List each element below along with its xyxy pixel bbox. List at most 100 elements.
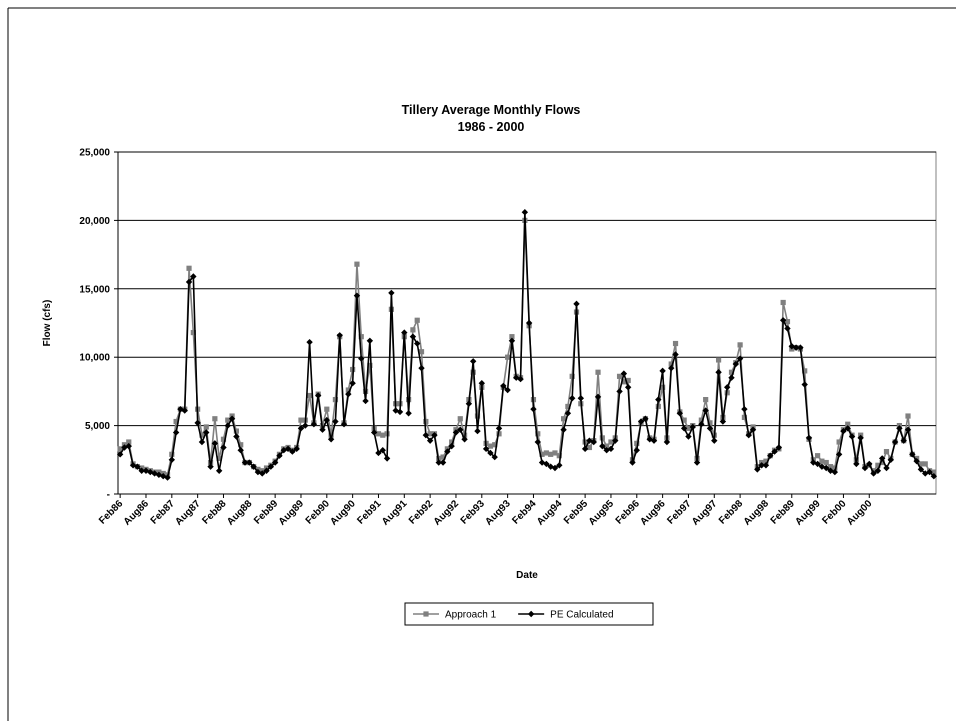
marker — [233, 428, 239, 434]
marker — [190, 273, 197, 280]
x-tick-label: Feb94 — [510, 498, 539, 527]
marker — [569, 373, 575, 379]
marker — [749, 426, 757, 433]
marker — [831, 468, 839, 476]
marker — [126, 439, 132, 445]
marker — [616, 388, 623, 395]
x-axis-label: Date — [516, 570, 538, 581]
marker — [805, 434, 813, 442]
marker — [573, 300, 580, 308]
marker — [556, 462, 563, 469]
marker — [340, 421, 348, 428]
chart-subtitle: 1986 - 2000 — [458, 120, 525, 134]
marker — [336, 332, 343, 339]
marker — [349, 379, 356, 387]
marker — [409, 333, 417, 340]
marker — [728, 374, 735, 381]
marker — [801, 381, 808, 388]
marker — [607, 445, 615, 453]
marker — [422, 431, 430, 439]
x-tick-label: Aug87 — [173, 498, 203, 528]
marker — [552, 450, 558, 456]
marker — [538, 459, 546, 466]
marker — [891, 438, 899, 446]
marker — [535, 431, 541, 437]
marker — [719, 418, 727, 425]
marker — [241, 459, 249, 466]
marker — [878, 455, 886, 462]
marker — [396, 408, 404, 416]
marker — [560, 426, 567, 433]
marker — [875, 462, 881, 468]
marker — [819, 458, 825, 464]
marker — [487, 449, 494, 457]
marker — [715, 369, 722, 376]
marker — [491, 453, 498, 461]
marker — [680, 425, 688, 432]
marker — [306, 338, 313, 346]
marker — [853, 460, 860, 468]
marker — [763, 458, 769, 464]
x-tick-label: Aug99 — [793, 498, 823, 528]
marker — [845, 421, 851, 427]
x-tick-label: Aug91 — [380, 498, 410, 528]
marker — [802, 368, 808, 374]
marker — [685, 425, 692, 431]
marker — [293, 445, 300, 453]
marker — [590, 438, 597, 446]
marker — [737, 342, 743, 348]
marker — [832, 465, 838, 471]
x-tick-label: Feb90 — [304, 498, 333, 527]
x-tick-label: Aug98 — [742, 498, 772, 528]
marker — [900, 437, 907, 444]
marker — [931, 469, 937, 475]
marker — [469, 358, 477, 365]
marker — [792, 344, 800, 351]
marker — [380, 432, 386, 438]
marker — [116, 451, 124, 458]
y-tick-label: 15,000 — [79, 284, 110, 295]
x-tick-label: Feb89 — [769, 498, 798, 527]
marker — [698, 421, 705, 428]
marker — [827, 464, 834, 470]
legend: Approach 1 PE Calculated — [404, 602, 654, 626]
marker — [625, 377, 631, 384]
x-tick-label: Aug94 — [535, 498, 565, 528]
marker — [323, 416, 331, 424]
legend-label: Approach 1 — [445, 610, 497, 621]
marker — [276, 452, 283, 459]
marker — [504, 386, 511, 394]
marker — [297, 425, 305, 432]
marker — [495, 425, 503, 432]
x-tick-label: Aug92 — [432, 498, 462, 528]
marker — [410, 327, 416, 333]
marker — [496, 431, 502, 437]
marker — [741, 405, 748, 413]
marker — [534, 438, 541, 446]
marker — [457, 416, 463, 422]
x-tick-label: Aug88 — [225, 498, 255, 528]
marker — [263, 467, 270, 474]
marker — [474, 427, 481, 435]
marker — [190, 329, 196, 336]
marker — [212, 416, 218, 422]
marker — [685, 433, 692, 440]
marker — [431, 431, 438, 439]
marker — [642, 415, 649, 422]
marker — [267, 463, 275, 470]
marker — [327, 436, 335, 443]
marker — [215, 467, 223, 474]
marker — [599, 442, 606, 450]
legend-label: PE Calculated — [550, 610, 613, 621]
marker — [883, 448, 890, 455]
x-tick-label: Aug97 — [690, 498, 720, 528]
marker — [810, 459, 817, 466]
marker — [271, 459, 279, 466]
marker — [207, 463, 214, 470]
series — [116, 208, 938, 481]
marker — [310, 421, 318, 428]
marker — [525, 319, 533, 327]
marker — [564, 410, 572, 417]
marker — [474, 413, 481, 419]
